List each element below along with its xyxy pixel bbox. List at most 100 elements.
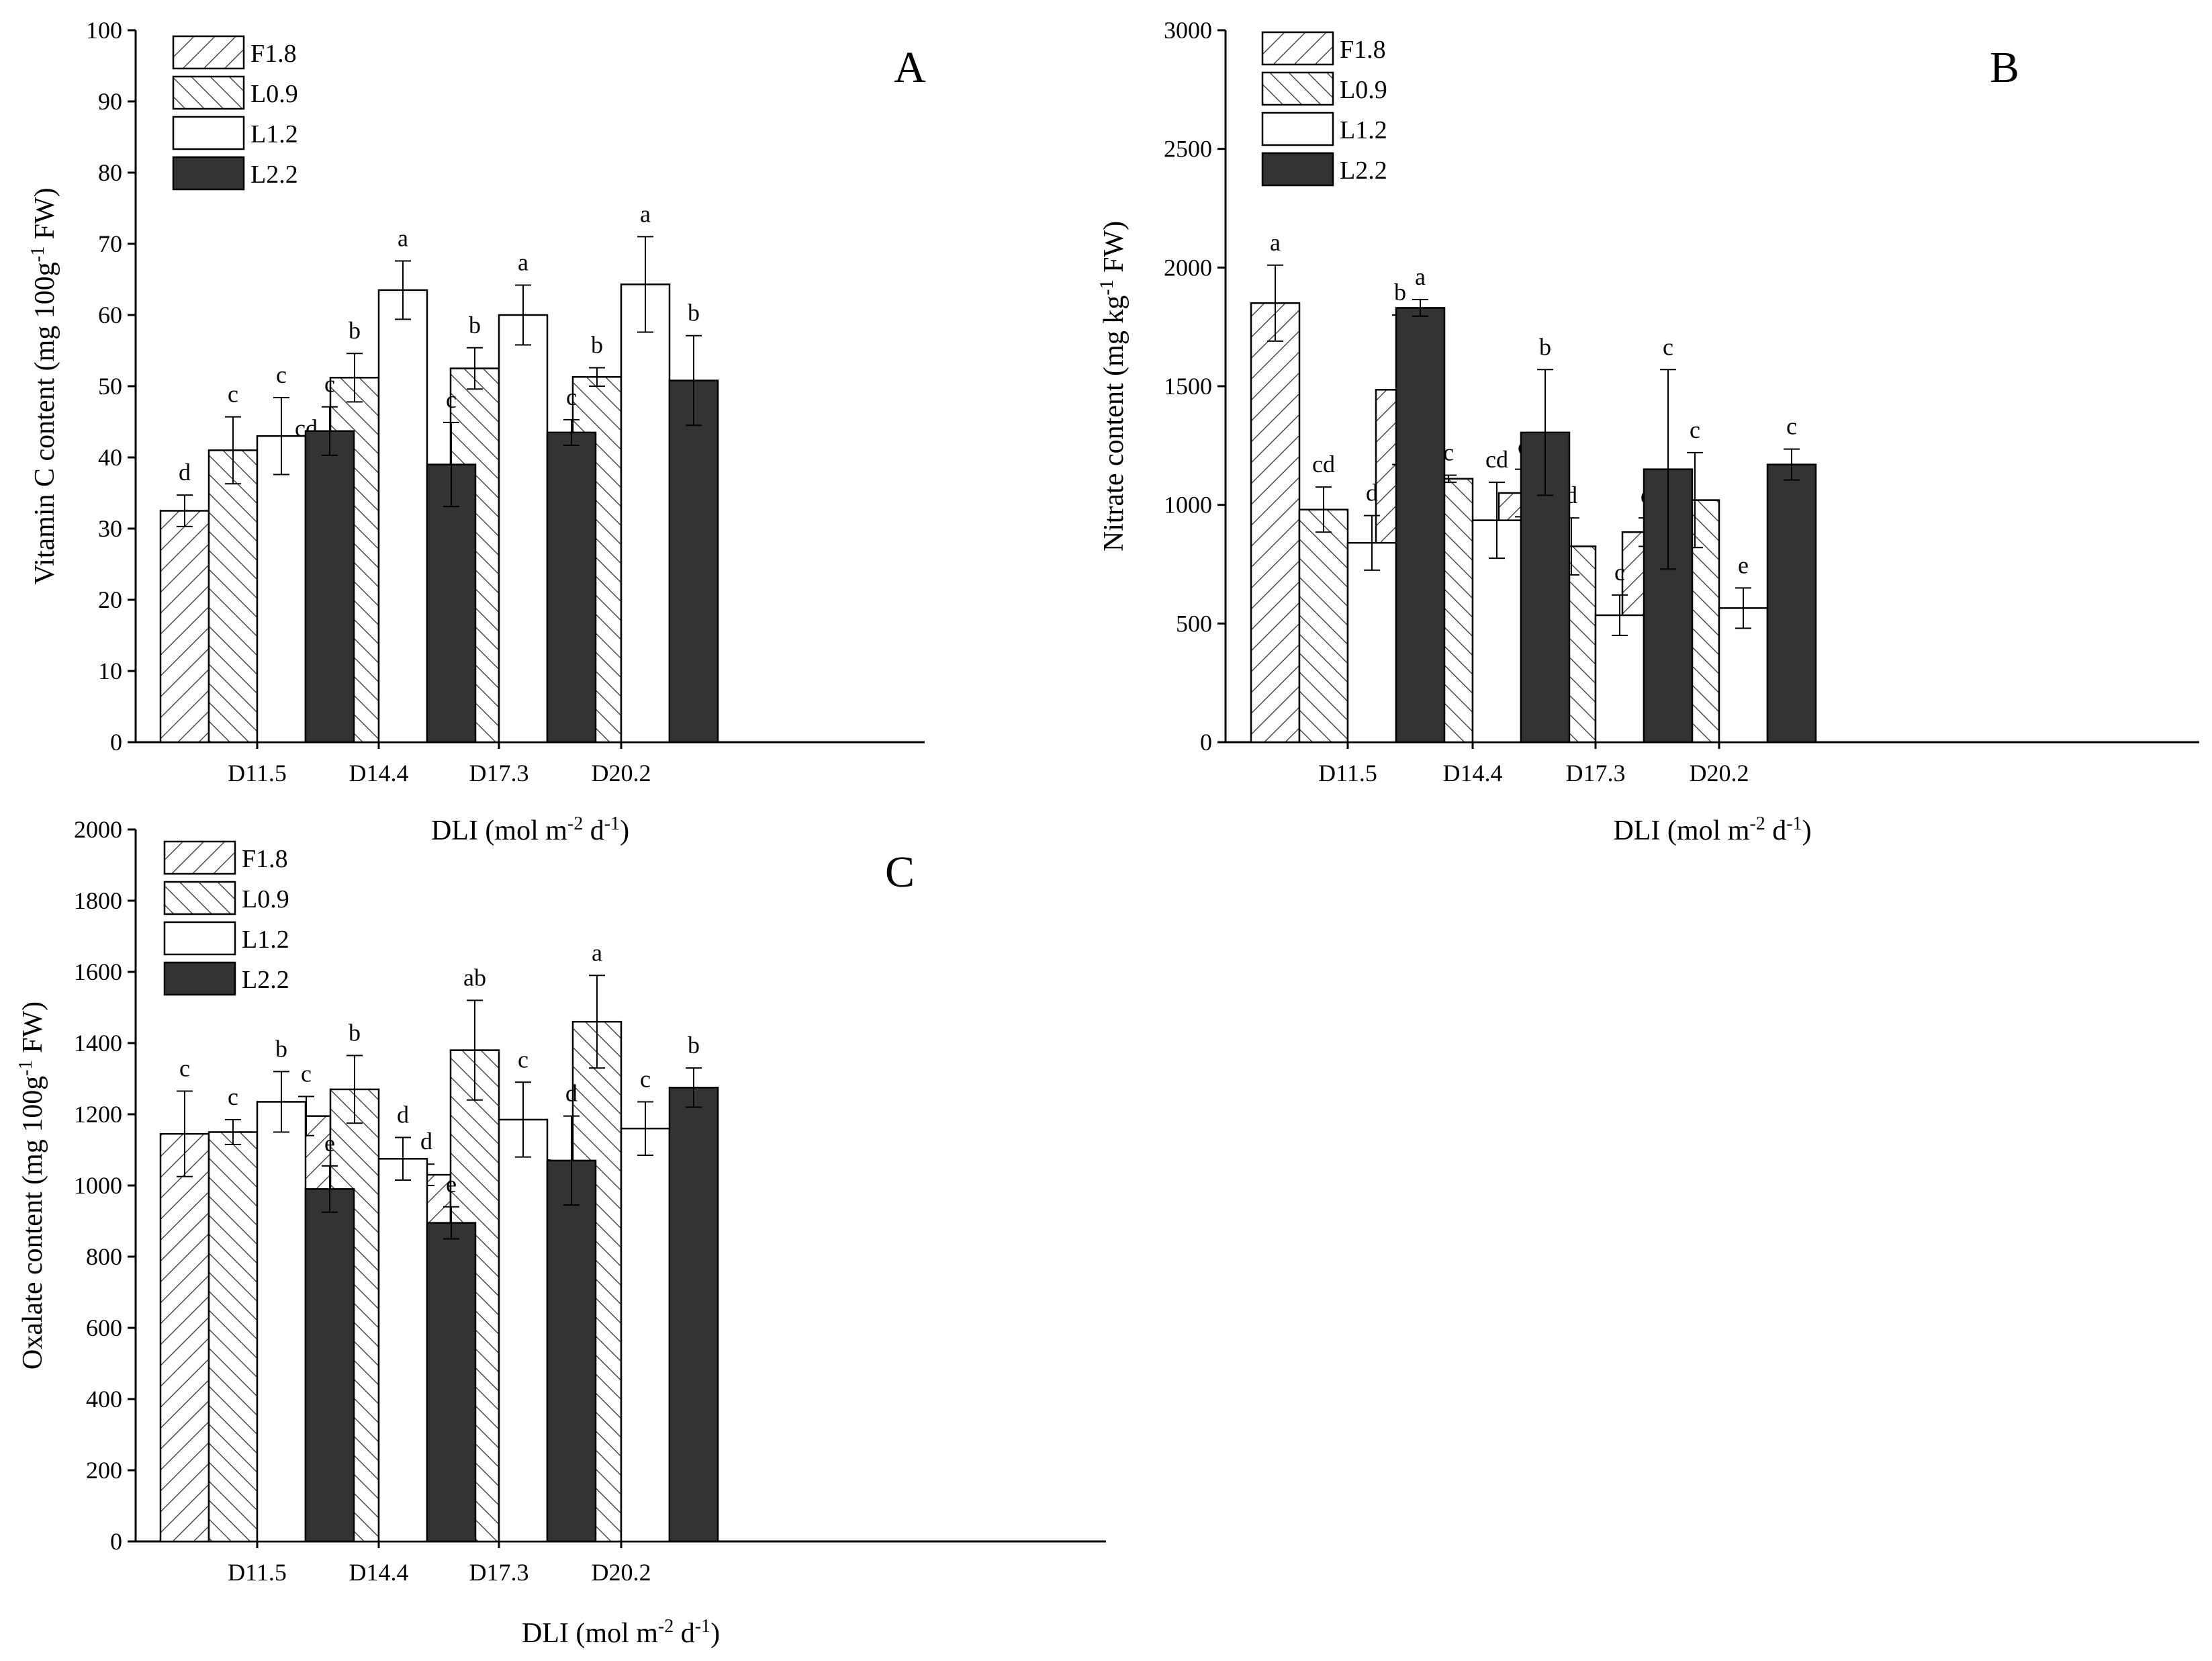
panel-label: B — [1990, 43, 2019, 92]
significance-letter: b — [275, 1035, 287, 1062]
chart-panel-C: 0 200 400 600 800 1000 1200 1400 1600 1800 2000 c c d… — [15, 816, 1106, 1650]
y-axis-title-part: Nitrate content (mg kg — [1099, 296, 1130, 551]
y-tick-label: 90 — [98, 88, 122, 115]
y-axis-title-sup: -1 — [28, 246, 48, 262]
legend-label: L1.2 — [1340, 116, 1387, 144]
y-tick-label: 800 — [86, 1243, 122, 1270]
y-tick-label: 100 — [86, 17, 122, 44]
bar-L1.2-D17.3 — [498, 1118, 549, 1543]
significance-letter: c — [518, 1046, 528, 1073]
bar-L1.2-D17.3 — [1594, 614, 1645, 744]
legend-swatch-L1.2 — [172, 116, 245, 150]
significance-letter: a — [398, 224, 408, 251]
x-axis-title-part: d — [583, 815, 604, 846]
y-tick-label: 500 — [1176, 610, 1212, 637]
bar-L1.2-D14.4 — [377, 1158, 428, 1543]
y-axis-title-part: FW) — [17, 1001, 48, 1061]
y-axis-title-sup: -1 — [1097, 279, 1117, 295]
significance-letter: e — [1738, 551, 1749, 578]
chart-panel-B: 050010001500200025003000abcdcdcdcdcdceab… — [1097, 17, 2199, 846]
significance-letter: b — [349, 1020, 361, 1046]
legend-swatch-L2.2 — [163, 961, 236, 996]
x-tick-label: D17.3 — [469, 1559, 529, 1586]
x-axis-title-part: d — [674, 1618, 695, 1649]
bar-L1.2-D11.5 — [256, 1101, 307, 1543]
bar-L2.2-D20.2 — [668, 1087, 719, 1543]
significance-letter: a — [518, 249, 528, 275]
x-axis-title-part: ) — [710, 1618, 720, 1649]
significance-letter: c — [640, 1065, 651, 1092]
significance-letter: c — [228, 381, 238, 408]
y-axis-title: Vitamin C content (mg 100g-1 FW) — [28, 187, 61, 584]
y-axis-title-sup: -1 — [15, 1060, 36, 1075]
legend-swatch-L0.9 — [172, 75, 245, 110]
significance-letter: e — [324, 1130, 335, 1157]
y-tick-label: 200 — [86, 1457, 122, 1484]
bar-L2.2-D11.5 — [1395, 307, 1446, 744]
y-tick-label: 1500 — [1164, 373, 1212, 400]
bar-L1.2-D20.2 — [1718, 607, 1769, 744]
y-axis-title-part: Vitamin C content (mg 100g — [30, 262, 60, 584]
significance-letter: c — [228, 1083, 238, 1110]
bar-L1.2-D20.2 — [620, 283, 671, 744]
bar-L0.9-D11.5 — [208, 1131, 259, 1543]
significance-letter: b — [349, 317, 361, 344]
chart-panel-A: 0102030405060708090100dcdddcbbbcaaacccbD… — [28, 17, 927, 846]
y-tick-label: 1800 — [74, 887, 122, 914]
legend-swatch-F1.8 — [163, 840, 236, 875]
legend-label: L1.2 — [250, 120, 298, 148]
significance-letter: a — [1270, 229, 1281, 256]
y-tick-label: 60 — [98, 302, 122, 328]
legend-swatch-L2.2 — [1261, 152, 1334, 187]
bar-L2.2-D17.3 — [546, 431, 597, 744]
significance-letter: cd — [1312, 451, 1335, 478]
y-tick-label: 600 — [86, 1314, 122, 1341]
x-axis-title-sup: -1 — [695, 1616, 710, 1637]
significance-letter: c — [1614, 559, 1625, 586]
significance-letter: d — [397, 1101, 409, 1128]
y-axis-title-part: FW) — [30, 187, 60, 246]
bar-F1.8-D11.5 — [1250, 302, 1301, 744]
x-axis-title-part: DLI (mol m — [431, 815, 567, 846]
y-tick-label: 70 — [98, 230, 122, 257]
y-tick-label: 400 — [86, 1386, 122, 1412]
bar-L2.2-D14.4 — [426, 463, 477, 744]
x-axis-title: DLI (mol m-2 d-1) — [431, 813, 629, 847]
x-tick-label: D20.2 — [1690, 760, 1749, 787]
x-axis-title-part: d — [1765, 815, 1787, 846]
significance-letter: c — [324, 371, 335, 398]
y-tick-label: 20 — [98, 586, 122, 613]
x-axis-title-part: DLI (mol m — [522, 1618, 658, 1649]
bar-L1.2-D11.5 — [256, 435, 307, 744]
y-tick-label: 3000 — [1164, 17, 1212, 44]
panel-label: C — [885, 848, 915, 897]
bar-F1.8-D11.5 — [159, 510, 210, 744]
legend-swatch-L1.2 — [1261, 111, 1334, 146]
significance-letter: e — [446, 1171, 457, 1198]
bar-F1.8-D11.5 — [159, 1132, 210, 1543]
x-axis-title-part: ) — [1802, 815, 1812, 846]
legend-swatch-F1.8 — [1261, 31, 1334, 66]
x-axis-title-sup: -1 — [1786, 813, 1802, 834]
y-tick-label: 50 — [98, 373, 122, 400]
bar-L1.2-D17.3 — [498, 314, 549, 744]
significance-letter: a — [1415, 263, 1426, 290]
legend-swatch-F1.8 — [172, 35, 245, 70]
significance-letter: d — [179, 459, 191, 486]
x-axis-title: DLI (mol m-2 d-1) — [522, 1616, 720, 1650]
significance-letter: b — [469, 312, 481, 339]
x-tick-label: D14.4 — [1443, 760, 1503, 787]
bar-L1.2-D20.2 — [620, 1127, 671, 1543]
bar-L1.2-D14.4 — [377, 289, 428, 744]
y-tick-label: 0 — [110, 1528, 122, 1555]
legend-label: L1.2 — [242, 926, 289, 954]
significance-letter: c — [1663, 333, 1673, 360]
y-tick-label: 1000 — [1164, 492, 1212, 519]
y-tick-label: 1400 — [74, 1030, 122, 1057]
legend: F1.8 L0.9 L1.2 L2.2 — [163, 840, 289, 996]
x-tick-label: D14.4 — [349, 760, 409, 787]
significance-letter: a — [592, 939, 602, 966]
legend-label: L0.9 — [242, 885, 289, 913]
x-tick-label: D11.5 — [228, 760, 287, 787]
